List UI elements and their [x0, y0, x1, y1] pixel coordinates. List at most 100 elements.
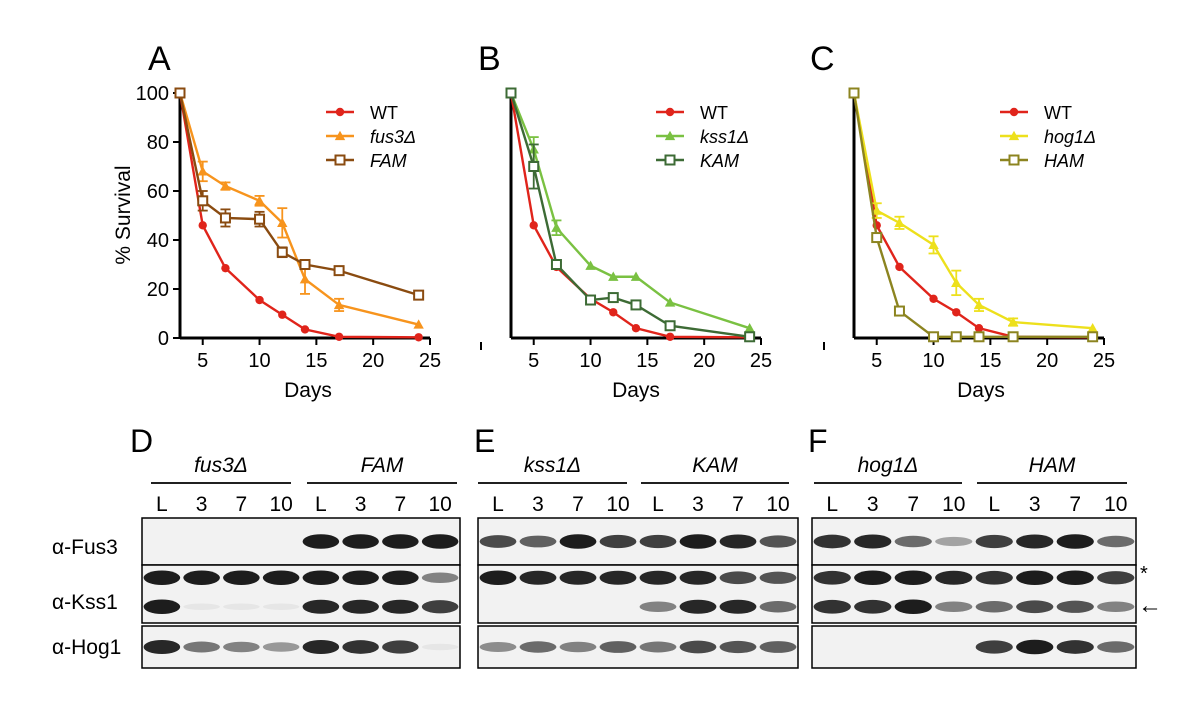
band [143, 599, 181, 615]
legend-marker [334, 130, 346, 141]
band [813, 570, 851, 585]
row-label-kss1: α-Kss1 [52, 591, 118, 614]
y-tick-label: 40 [147, 230, 169, 252]
band [519, 535, 557, 548]
lane-label: 3 [1029, 493, 1041, 516]
x-axis-label: Days [612, 379, 660, 402]
data-point [585, 294, 597, 306]
data-point [665, 332, 675, 341]
x-tick-label: 20 [362, 350, 384, 372]
legend-marker [335, 107, 345, 117]
x-tick-label: 20 [693, 350, 715, 372]
data-point [299, 259, 311, 270]
band [183, 641, 220, 653]
band [1056, 534, 1094, 549]
band [479, 641, 517, 653]
data-point [255, 295, 264, 305]
lane-label: L [156, 493, 168, 516]
band [302, 639, 340, 655]
x-axis-label: Days [284, 379, 332, 402]
band [1097, 601, 1135, 613]
band [894, 570, 932, 586]
data-point [334, 332, 344, 341]
band [382, 534, 419, 549]
group-label: KAM [692, 454, 738, 477]
band [421, 572, 459, 584]
data-point [1087, 331, 1099, 343]
band [854, 599, 892, 614]
band [975, 640, 1013, 654]
series-line-HAM [852, 92, 1093, 338]
legend-marker [664, 130, 676, 141]
lane-label: 3 [355, 493, 367, 516]
data-point [197, 166, 208, 176]
data-point [300, 325, 310, 334]
band [342, 570, 379, 586]
lane-label: 7 [732, 493, 744, 516]
group-label: hog1Δ [858, 454, 919, 477]
band [559, 534, 597, 549]
data-point [277, 217, 288, 228]
data-point [198, 221, 207, 230]
legend-label: kss1Δ [700, 127, 749, 147]
x-tick-label: 25 [1093, 350, 1115, 372]
band [342, 534, 379, 549]
data-point [413, 289, 425, 301]
lane-label: 3 [867, 493, 879, 516]
legend-marker [1008, 130, 1020, 141]
group-label: HAM [1029, 454, 1076, 477]
band [1097, 535, 1135, 548]
data-point [894, 217, 905, 228]
band [421, 600, 459, 614]
band [975, 570, 1013, 585]
x-tick-label: 20 [1036, 350, 1058, 372]
band [719, 640, 757, 654]
row-label-hog1: α-Hog1 [52, 636, 121, 659]
band [1056, 570, 1094, 586]
data-point [848, 87, 860, 99]
band [719, 599, 757, 614]
band [1056, 640, 1094, 654]
panel-a-chart: A % Survival Days 5 10 15 20 25 0 20 40 60 80 100 W… [112, 40, 441, 402]
data-point [895, 262, 904, 272]
data-point [871, 205, 882, 215]
band [679, 599, 717, 614]
data-point [278, 310, 287, 319]
band [854, 570, 892, 586]
data-point [664, 320, 676, 332]
series-line-WT [178, 92, 419, 339]
band [183, 603, 220, 610]
data-point [505, 87, 517, 99]
x-tick-label: 10 [922, 350, 944, 372]
data-point [333, 265, 345, 277]
band [223, 641, 260, 653]
data-point [871, 232, 883, 244]
series-line-KAM [509, 92, 750, 338]
data-point [1087, 323, 1098, 333]
band [894, 535, 932, 548]
band [262, 603, 300, 610]
x-tick-label: 5 [871, 350, 882, 372]
band [935, 601, 973, 613]
group-label: fus3Δ [194, 454, 248, 477]
data-point [928, 331, 940, 343]
legend-label: KAM [700, 151, 739, 171]
lane-label: 10 [269, 493, 292, 516]
data-point [219, 212, 231, 224]
data-point [174, 87, 186, 99]
data-point [276, 246, 288, 258]
band [559, 570, 597, 585]
lane-label: 10 [606, 493, 629, 516]
data-point [664, 297, 676, 307]
data-point [973, 299, 985, 310]
data-point [630, 299, 642, 311]
data-point [973, 331, 985, 343]
data-point [929, 294, 938, 303]
data-point [254, 195, 265, 205]
lane-label: 10 [942, 493, 965, 516]
asterisk-annotation: * [1140, 563, 1148, 585]
y-tick-label: 20 [147, 279, 169, 301]
band [1056, 600, 1094, 613]
band [679, 570, 717, 585]
band [759, 601, 797, 613]
